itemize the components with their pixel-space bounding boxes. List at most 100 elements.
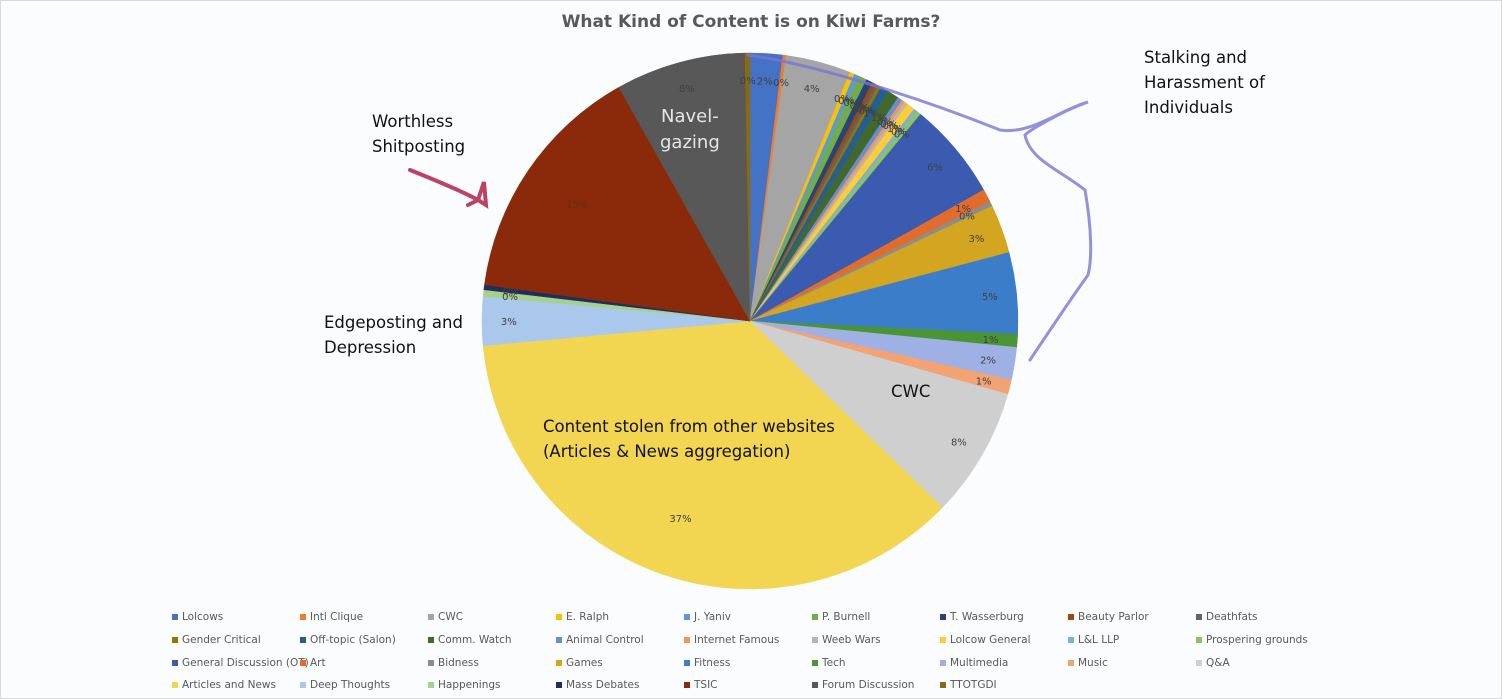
slice-percent-label: 1% xyxy=(871,113,887,124)
legend-label: Deep Thoughts xyxy=(310,679,391,692)
legend-label: Prospering grounds xyxy=(1206,634,1308,647)
legend-swatch-icon xyxy=(300,637,306,644)
legend-item: T. Wasserburg xyxy=(940,611,1068,623)
legend-item: Forum Discussion xyxy=(812,679,940,691)
slice-percent-label: 0% xyxy=(959,211,975,222)
slice-percent-label: 1% xyxy=(976,377,992,388)
legend-swatch-icon xyxy=(684,682,690,689)
legend-swatch-icon xyxy=(300,682,306,689)
legend-item: Bidness xyxy=(428,657,556,669)
legend-label: CWC xyxy=(438,611,464,624)
slice-percent-label: 0% xyxy=(854,103,870,114)
legend-swatch-icon xyxy=(812,637,818,644)
slice-percent-label: 5% xyxy=(982,292,998,303)
slice-percent-label: 0% xyxy=(883,121,899,132)
legend-row: Articles and News Deep Thoughts Happenings… xyxy=(172,674,1372,697)
slice-percent-label: 0% xyxy=(894,130,910,141)
legend-item: General Discussion (OT) xyxy=(172,657,309,669)
legend-label: E. Ralph xyxy=(566,611,610,624)
legend-label: Bidness xyxy=(438,656,479,669)
legend-swatch-icon xyxy=(940,659,946,666)
pie-slice xyxy=(618,52,751,322)
legend-swatch-icon xyxy=(1196,614,1202,621)
legend-item: TTOTGDI xyxy=(940,679,1068,691)
slice-percent-label: 0% xyxy=(838,96,854,107)
legend-swatch-icon xyxy=(812,682,818,689)
slice-percent-label: 1% xyxy=(887,124,903,135)
slice-percent-label: 0% xyxy=(859,106,875,117)
slice-percent-label: 0% xyxy=(856,104,872,115)
slice-percent-label: 0% xyxy=(834,94,850,105)
slice-percent-label: 8% xyxy=(679,84,695,95)
chart-title: What Kind of Content is on Kiwi Farms? xyxy=(561,12,941,32)
legend-swatch-icon xyxy=(1068,659,1074,666)
legend-item: Games xyxy=(556,657,684,669)
annotation-stalking: Stalking and Harassment of Individuals xyxy=(1144,48,1265,117)
slice-percent-label: 0% xyxy=(502,292,518,303)
legend-swatch-icon xyxy=(1196,659,1202,666)
legend-row: Gender Critical Off-topic (Salon) Comm. Wa… xyxy=(172,629,1372,652)
pie-slices xyxy=(481,52,1019,590)
legend-label: Games xyxy=(566,656,603,669)
pie-slice xyxy=(749,320,1009,508)
slice-percent-label: 3% xyxy=(969,234,985,245)
legend-item: Intl Clique xyxy=(300,611,428,623)
legend-item: Prospering grounds xyxy=(1196,634,1324,646)
slice-percent-label: 1% xyxy=(863,108,879,119)
slice-percent-label: 2% xyxy=(980,355,996,366)
slice-percent-label: 3% xyxy=(501,317,517,328)
legend-swatch-icon xyxy=(940,682,946,689)
legend-label: L&L LLP xyxy=(1078,634,1120,647)
legend-row: General Discussion (OT) Art Bidness Games Fi… xyxy=(172,651,1372,674)
stalking-bracket-stroke xyxy=(746,53,1093,362)
legend-label: TTOTGDI xyxy=(950,679,997,692)
chart-legend: Lolcows Intl Clique CWC E. Ralph J. Yaniv P. … xyxy=(172,606,1372,697)
legend-item: Lolcow General xyxy=(940,634,1068,646)
slice-percent-label: 8% xyxy=(951,438,967,449)
legend-item: Happenings xyxy=(428,679,556,691)
legend-item: P. Burnell xyxy=(812,611,940,623)
legend-label: Off-topic (Salon) xyxy=(310,634,396,647)
annotation-navel-gazing: Navel- gazing xyxy=(660,106,720,153)
legend-swatch-icon xyxy=(428,614,434,621)
slice-percent-label: 0% xyxy=(773,78,789,89)
slice-percent-label: 4% xyxy=(804,84,820,95)
slice-percent-label: 6% xyxy=(927,162,943,173)
pie-data-labels: 2% 0%4%0%0%0%0%0%0%0%1%1%0%0%0%1%0%0%6%1%… xyxy=(501,76,999,525)
annotation-stolen-content: Content stolen from other websites (Arti… xyxy=(543,417,835,461)
legend-swatch-icon xyxy=(172,637,178,644)
legend-item: E. Ralph xyxy=(556,611,684,623)
legend-label: P. Burnell xyxy=(822,611,871,624)
legend-label: Gender Critical xyxy=(182,634,261,647)
legend-label: Animal Control xyxy=(566,634,644,647)
legend-label: Happenings xyxy=(438,679,501,692)
legend-item: Internet Famous xyxy=(684,634,812,646)
pie-slice xyxy=(744,52,751,322)
legend-label: Intl Clique xyxy=(310,611,364,624)
legend-label: T. Wasserburg xyxy=(950,611,1024,624)
annotation-cwc: CWC xyxy=(891,382,931,401)
legend-label: J. Yaniv xyxy=(694,611,731,624)
legend-swatch-icon xyxy=(556,682,562,689)
legend-item: TSIC xyxy=(684,679,812,691)
legend-swatch-icon xyxy=(940,614,946,621)
legend-label: Fitness xyxy=(694,656,731,669)
legend-label: Music xyxy=(1078,656,1108,669)
legend-label: Art xyxy=(310,656,326,669)
legend-item: Deathfats xyxy=(1196,611,1324,623)
pie-slice xyxy=(484,86,751,322)
legend-swatch-icon xyxy=(428,659,434,666)
legend-item: Gender Critical xyxy=(172,634,300,646)
legend-label: Comm. Watch xyxy=(438,634,512,647)
legend-swatch-icon xyxy=(1068,614,1074,621)
legend-label: Multimedia xyxy=(950,656,1009,669)
legend-swatch-icon xyxy=(684,637,690,644)
legend-swatch-icon xyxy=(300,659,306,666)
legend-swatch-icon xyxy=(940,637,946,644)
legend-item: Comm. Watch xyxy=(428,634,556,646)
pie-slice xyxy=(482,320,943,590)
legend-item: Art xyxy=(300,657,428,669)
legend-label: Articles and News xyxy=(182,679,276,692)
legend-item: Beauty Parlor xyxy=(1068,611,1196,623)
legend-label: Mass Debates xyxy=(566,679,640,692)
